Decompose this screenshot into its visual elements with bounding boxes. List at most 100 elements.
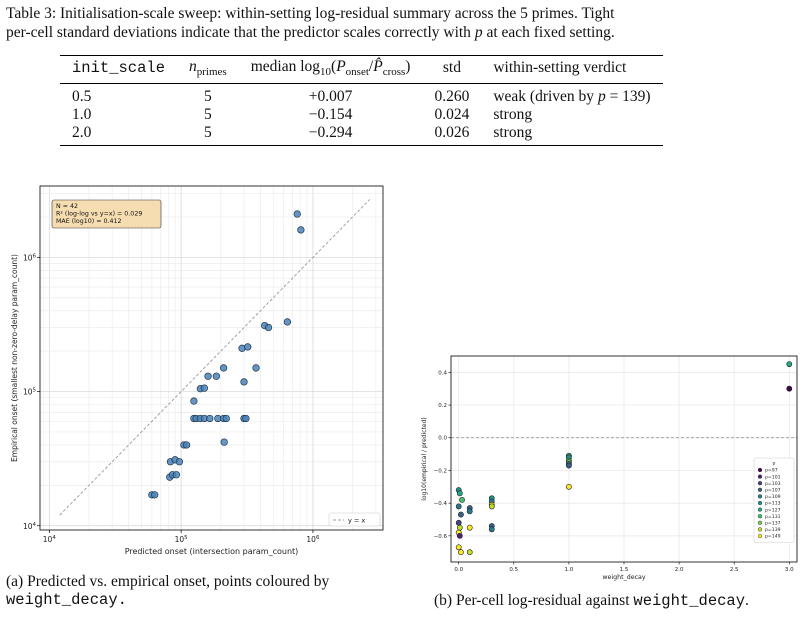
grid-lines: [40, 186, 383, 530]
table-cell: −0.154: [308, 106, 353, 124]
x-tick-label: 105: [175, 535, 189, 544]
data-point: [244, 343, 252, 351]
legend-marker: [757, 507, 763, 512]
data-point: [200, 384, 208, 392]
legend-label: p=113: [765, 501, 781, 507]
data-point: [455, 544, 462, 551]
data-point: [297, 226, 305, 234]
table-row: 1.0 5 −0.154 0.024 strong: [60, 106, 663, 124]
data-point: [240, 378, 248, 386]
annotation-line: R² (log-log vs y=x) = 0.029: [56, 211, 142, 218]
data-point: [566, 462, 572, 469]
legend-marker: [757, 494, 763, 499]
data-point: [283, 318, 292, 326]
data-point: [458, 511, 464, 518]
data-point: [182, 441, 191, 449]
legend-label: p=149: [765, 534, 781, 540]
data-point: [219, 364, 228, 372]
x-tick-label: 3.0: [785, 567, 794, 573]
legend: pp=97p=101p=103p=107p=109p=113p=127p=131…: [753, 457, 795, 543]
scatter-predicted-vs-empirical: 104 105 106 104 105 106 Predicted onset (inter…: [10, 185, 384, 556]
table-row: 0.5 5 +0.007 0.260 weak (driven by p = 139): [60, 84, 663, 107]
table-cell: 0.5: [72, 88, 92, 106]
table-cell: 1.0: [72, 106, 92, 124]
legend-label: p=109: [765, 494, 781, 500]
legend-box: [753, 457, 795, 543]
data-point: [566, 483, 572, 490]
legend-marker: [757, 527, 763, 532]
data-point: [456, 532, 463, 539]
legend-marker: [757, 481, 763, 486]
legend-label: p=97: [765, 468, 778, 474]
y-tick-label: −0.6: [434, 534, 448, 540]
annotation-line: MAE (log10) = 0.412: [56, 218, 122, 225]
table-cell: +0.007: [308, 88, 353, 106]
legend-box: [328, 512, 381, 527]
data-point: [222, 414, 230, 423]
caption-line-1: Table 3: Initialisation-scale sweep: wit…: [6, 5, 615, 22]
caption-line-2: per-cell standard deviations indicate th…: [6, 24, 615, 41]
subcaption-a-line1: (a) Predicted vs. empirical onset, point…: [6, 573, 330, 590]
y-tick-label: 0.0: [438, 436, 447, 442]
y-axis-label: log10(empirical / predicted): [421, 417, 428, 501]
subcaption-b-prefix: (b) Per-cell log-residual against: [434, 592, 634, 609]
table-cell: 2.0: [72, 124, 92, 142]
table-cell: −0.294: [308, 124, 353, 142]
table-cell: 5: [203, 106, 212, 124]
data-point: [151, 491, 159, 499]
data-point: [458, 549, 464, 556]
header-std: std: [442, 59, 461, 77]
x-tick-label: 104: [43, 535, 57, 544]
data-point: [466, 549, 473, 556]
legend-label: p=103: [765, 481, 781, 487]
header-median: median log10(Ponset/P̂cross): [250, 58, 411, 79]
data-point: [488, 503, 495, 510]
data-point: [488, 526, 495, 533]
x-tick-label: 2.0: [675, 567, 684, 573]
legend-label: p=101: [765, 474, 781, 480]
y-tick-label: −0.4: [434, 501, 448, 507]
y-tick-label: 0.2: [438, 403, 447, 409]
legend-marker: [757, 520, 763, 525]
x-axis-label: weight_decay: [602, 574, 646, 581]
data-point: [459, 496, 465, 503]
data-point: [456, 524, 463, 531]
legend-title: p: [773, 462, 776, 467]
data-point: [456, 490, 463, 497]
subcaption-a: (a) Predicted vs. empirical onset, point…: [6, 572, 329, 610]
data-point: [242, 414, 250, 423]
data-point: [786, 361, 793, 368]
table-header-row: init_scale nprimes median log10(Ponset/P…: [60, 55, 663, 84]
header-verdict: within-setting verdict: [493, 59, 627, 77]
x-tick-label: 1.5: [620, 567, 629, 573]
table-row: 2.0 5 −0.294 0.026 strong: [60, 124, 663, 146]
table-caption: Table 3: Initialisation-scale sweep: wit…: [6, 4, 801, 42]
data-point: [204, 372, 212, 380]
x-tick-label: 1.0: [565, 567, 574, 573]
table-cell: 0.026: [434, 124, 470, 142]
legend-label: p=127: [765, 507, 781, 513]
data-point: [455, 519, 462, 526]
data-point: [466, 524, 473, 531]
y-tick-label: 104: [23, 522, 37, 531]
y-tick-label: −0.2: [434, 468, 447, 474]
data-point: [220, 438, 228, 446]
data-point: [172, 471, 180, 479]
legend-marker: [757, 533, 763, 539]
legend-marker: [757, 500, 763, 506]
x-tick-label: 0.0: [454, 567, 463, 573]
data-point: [455, 503, 462, 510]
data-point: [786, 385, 793, 392]
x-tick-label: 2.5: [730, 567, 739, 573]
data-point: [206, 414, 214, 423]
header-init-scale: init_scale: [72, 59, 166, 78]
legend-label: p=137: [765, 521, 781, 527]
plot-frame: [39, 185, 384, 531]
table-cell: strong: [493, 106, 533, 124]
header-n-primes: nprimes: [189, 58, 227, 79]
legend-label: p=131: [765, 514, 781, 520]
data-point: [293, 210, 301, 218]
subcaption-a-line2: weight_decay.: [6, 591, 127, 609]
results-table: init_scale nprimes median log10(Ponset/P…: [60, 55, 663, 146]
legend-label: y = x: [348, 517, 365, 525]
